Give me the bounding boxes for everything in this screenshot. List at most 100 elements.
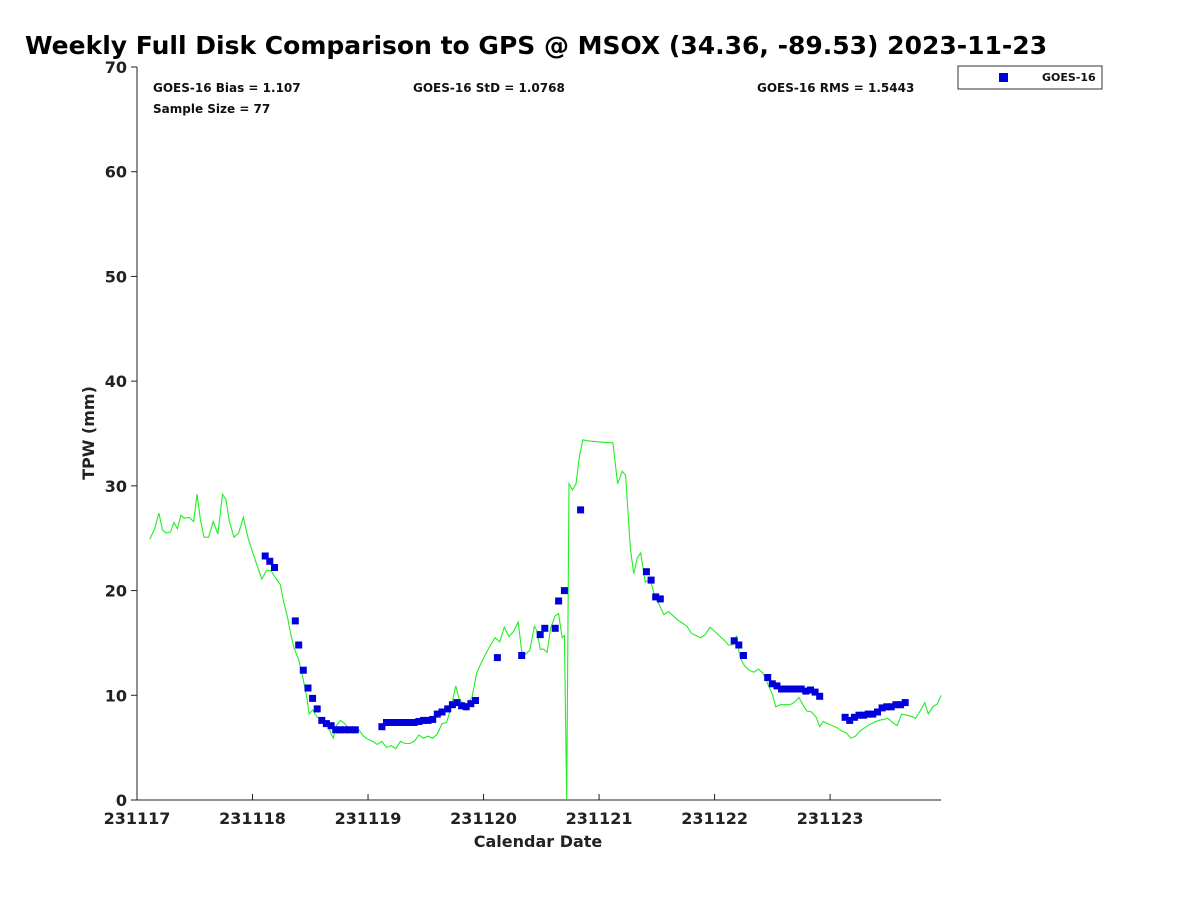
goes16-point [438, 708, 446, 716]
goes16-point [807, 686, 814, 694]
y-tick-label: 0 [116, 791, 127, 810]
goes16-point [787, 685, 795, 693]
goes16-point [850, 713, 858, 721]
goes16-point [493, 654, 501, 662]
goes16-point [467, 700, 475, 708]
legend-label-goes16: GOES-16 [1042, 71, 1096, 84]
goes16-point [855, 711, 863, 719]
goes16-point [261, 552, 269, 560]
goes16-point [420, 716, 427, 724]
goes16-point [327, 722, 335, 730]
goes16-point [860, 711, 868, 719]
gps-tpw-line [149, 439, 942, 800]
goes16-point [541, 624, 549, 632]
goes16-point [304, 684, 312, 692]
goes16-point [406, 719, 414, 726]
goes16-point [846, 716, 854, 724]
goes16-point [883, 703, 891, 711]
goes16-point [536, 631, 544, 639]
legend: GOES-16 [957, 65, 1103, 90]
goes16-point [560, 587, 568, 595]
goes16-point [735, 641, 743, 649]
goes16-point [647, 576, 655, 584]
goes16-point [797, 685, 805, 693]
goes16-point [656, 595, 664, 603]
goes16-point [730, 637, 738, 645]
goes16-point [874, 708, 881, 716]
x-tick-label: 231117 [104, 809, 171, 828]
x-tick-label: 231121 [566, 809, 633, 828]
goes16-point [429, 715, 437, 723]
goes16-point [383, 719, 390, 726]
goes16-point [782, 685, 790, 693]
goes16-point [811, 688, 819, 696]
axis-ticks: 0 10 20 30 40 50 60 70 231117 231118 231119 231120 2… [104, 58, 864, 828]
goes16-point [841, 713, 849, 721]
goes16-point [424, 716, 432, 724]
goes16-point [332, 726, 340, 734]
goes16-point [869, 710, 877, 718]
goes16-scatter-series [261, 506, 909, 734]
goes16-point [458, 702, 466, 710]
y-tick-label: 70 [105, 58, 127, 77]
goes16-point [764, 674, 772, 681]
goes16-point [462, 703, 470, 711]
stat-std: GOES-16 StD = 1.0768 [413, 81, 565, 95]
goes16-point [351, 726, 359, 734]
chart-title: Weekly Full Disk Comparison to GPS @ MSO… [25, 31, 1047, 60]
legend-marker-goes16 [999, 73, 1008, 82]
goes16-point [555, 597, 563, 605]
goes16-point [392, 719, 400, 726]
goes16-point [901, 699, 909, 707]
stat-bias: GOES-16 Bias = 1.107 [153, 81, 301, 95]
goes16-point [892, 701, 900, 709]
y-tick-label: 50 [105, 267, 127, 286]
goes16-point [864, 710, 872, 718]
goes16-point [341, 726, 349, 734]
goes16-point [299, 666, 307, 674]
y-axis-label: TPW (mm) [79, 386, 98, 480]
goes16-point [768, 680, 776, 688]
goes16-point [448, 701, 456, 709]
stat-rms: GOES-16 RMS = 1.5443 [757, 81, 914, 95]
goes16-point [472, 697, 479, 704]
y-tick-label: 20 [105, 582, 127, 601]
goes16-point [318, 716, 326, 724]
goes16-point [336, 726, 344, 734]
y-tick-label: 30 [105, 477, 127, 496]
goes16-point [444, 705, 452, 713]
goes16-point [322, 720, 330, 728]
goes16-point [387, 719, 395, 726]
goes16-point [887, 703, 895, 711]
y-tick-label: 60 [105, 163, 127, 182]
goes16-point [778, 685, 786, 693]
goes16-point [791, 685, 799, 693]
goes16-point [346, 726, 354, 734]
goes16-point [378, 723, 386, 731]
goes16-point [410, 719, 418, 726]
goes16-point [551, 624, 559, 632]
goes16-point [652, 593, 660, 601]
goes16-point [309, 694, 317, 702]
goes16-point [433, 710, 441, 718]
goes16-point [295, 641, 303, 649]
goes16-point [518, 652, 526, 659]
x-tick-label: 231119 [335, 809, 402, 828]
x-axis-label: Calendar Date [474, 832, 603, 851]
goes16-point [291, 617, 299, 625]
legend-box [957, 65, 1103, 90]
goes16-point [266, 557, 274, 565]
goes16-point [415, 718, 423, 725]
stat-sample-size: Sample Size = 77 [153, 102, 270, 116]
goes16-point [802, 687, 810, 695]
x-tick-label: 231123 [797, 809, 864, 828]
goes16-point [577, 506, 585, 514]
goes16-point [816, 692, 824, 700]
goes16-point [773, 682, 781, 690]
x-tick-label: 231120 [450, 809, 517, 828]
goes16-point [642, 568, 650, 576]
goes16-point [401, 719, 409, 726]
goes16-point [878, 704, 886, 712]
x-tick-label: 231118 [219, 809, 286, 828]
